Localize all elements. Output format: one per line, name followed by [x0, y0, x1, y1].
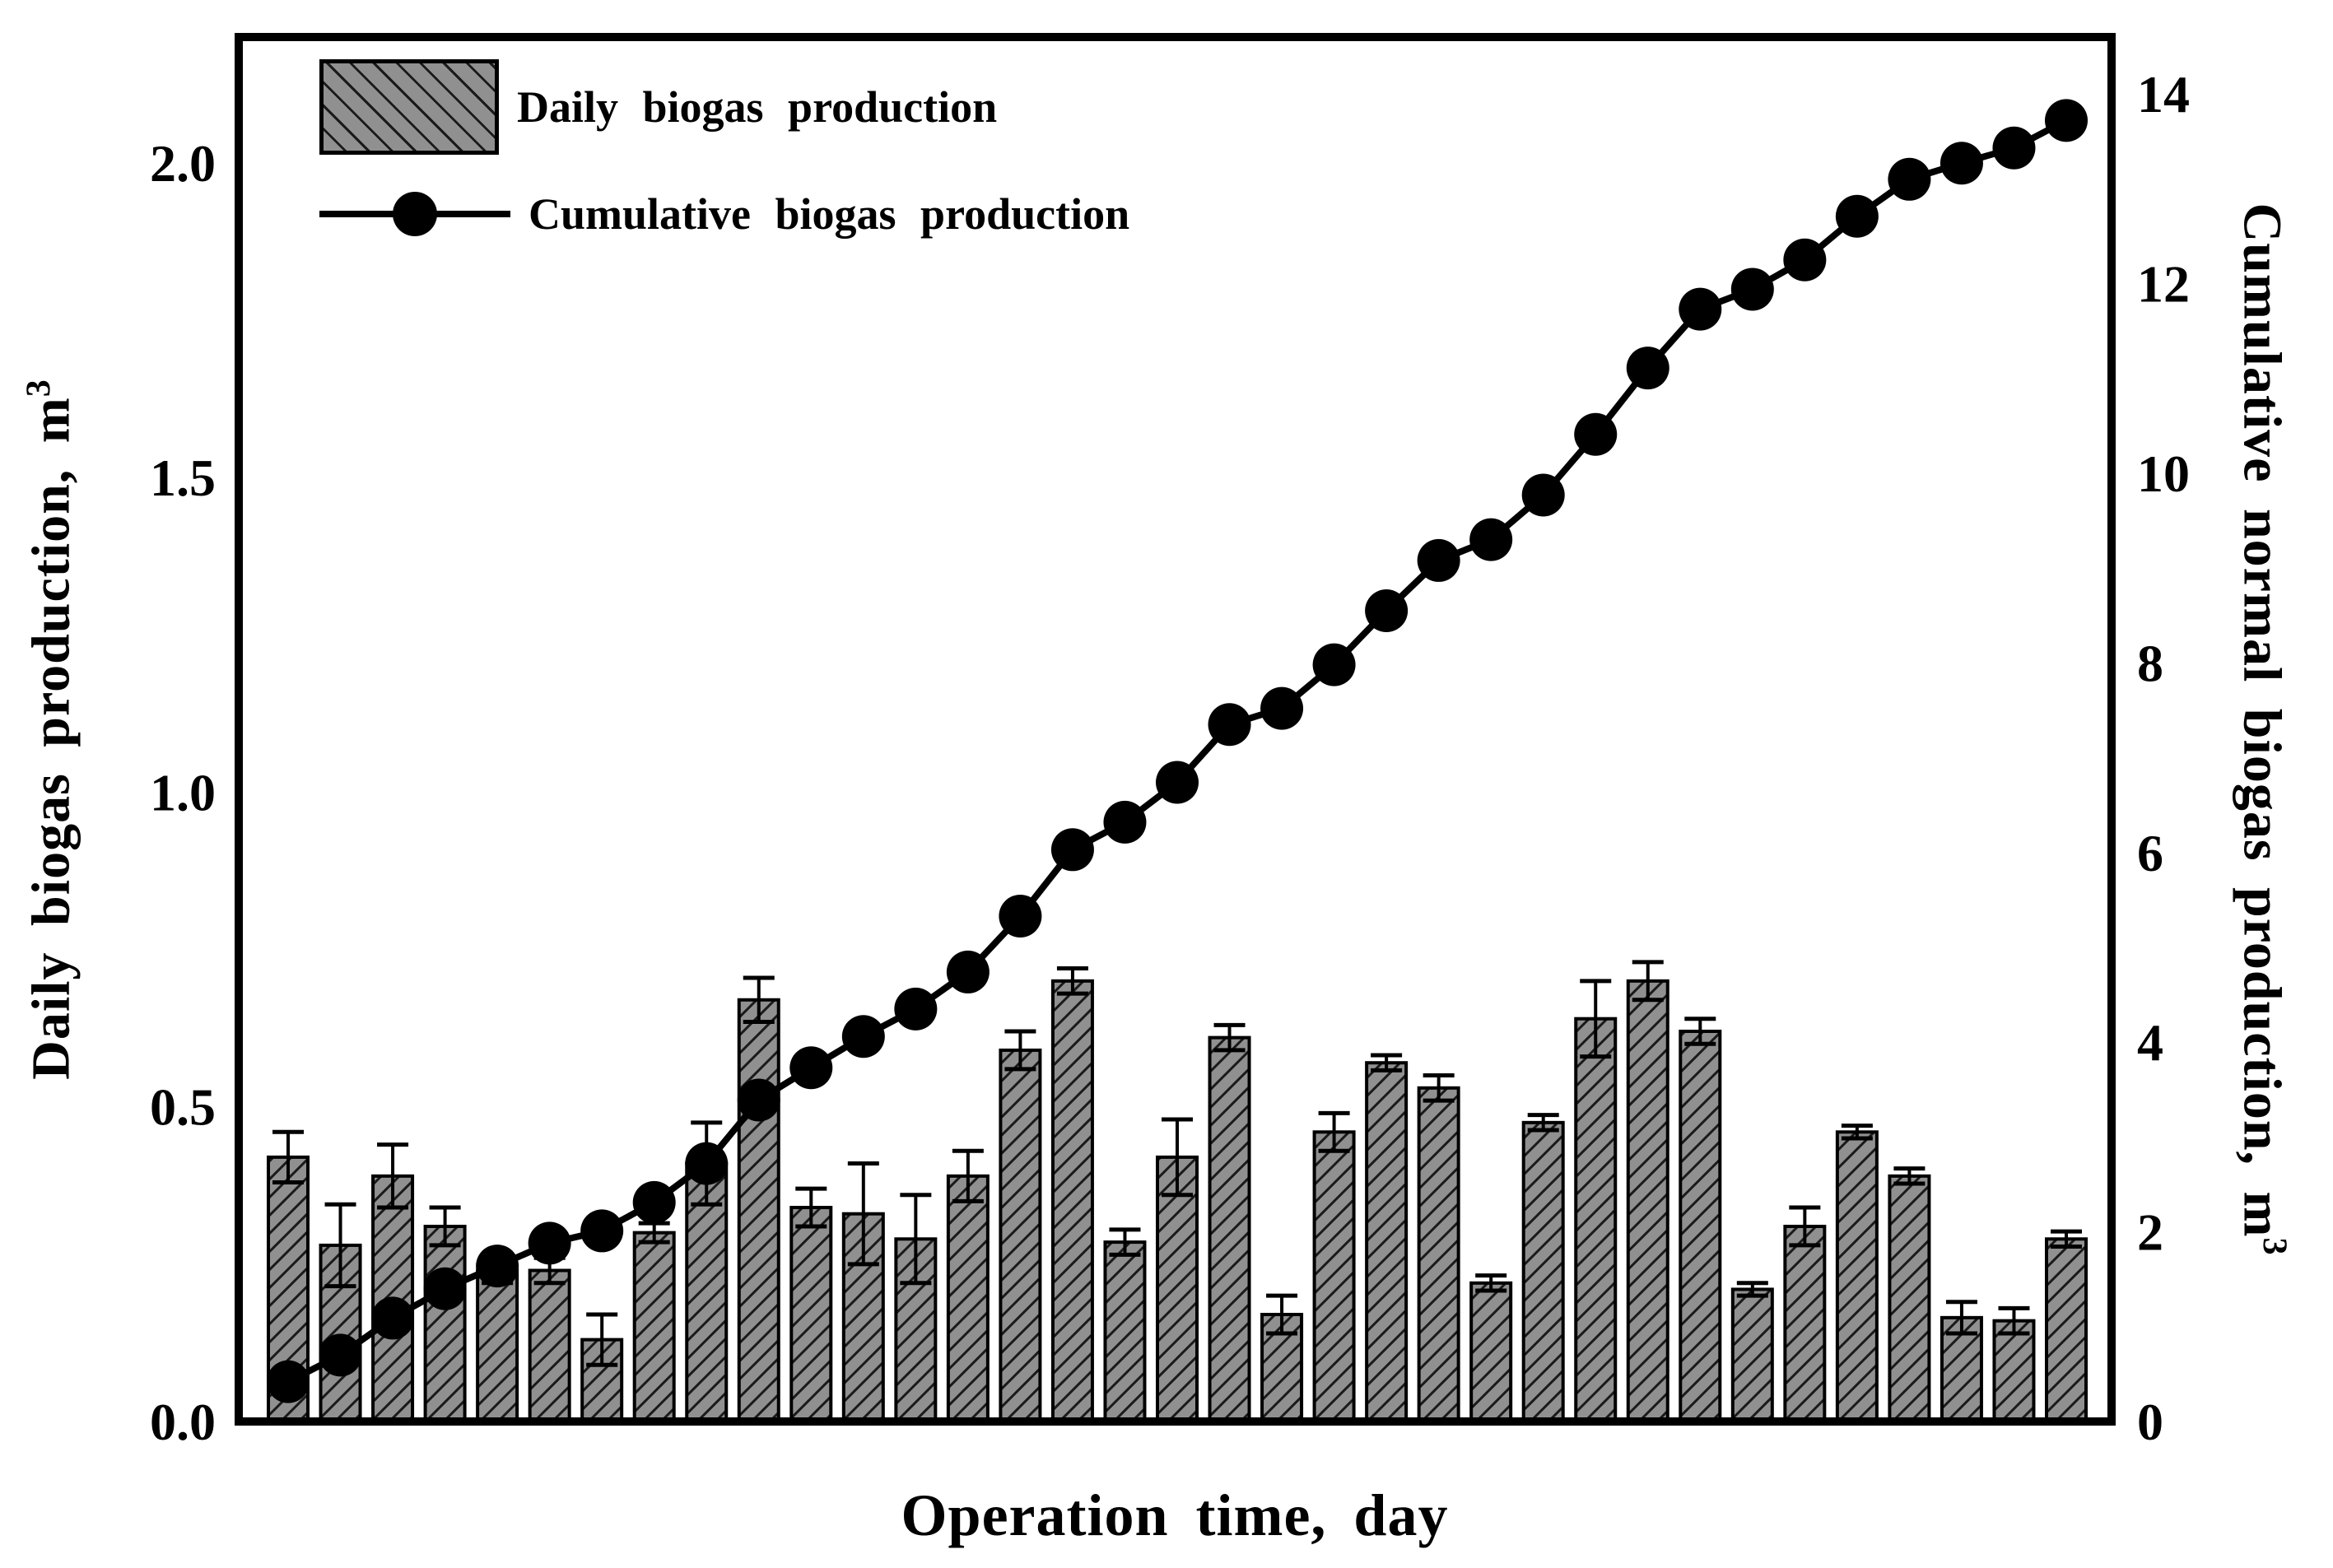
daily-bar — [1312, 1130, 1356, 1423]
daily-bar — [1208, 1035, 1251, 1424]
daily-bar — [1992, 1319, 2036, 1423]
y-left-tick-label: 2.0 — [150, 134, 216, 193]
daily-bar — [946, 1174, 990, 1423]
y-right-tick-label: 14 — [2137, 65, 2190, 123]
daily-bar — [528, 1268, 571, 1423]
cumulative-point — [1312, 643, 1356, 686]
cumulative-point — [580, 1209, 624, 1253]
daily-bar — [1050, 979, 1094, 1424]
daily-bar — [1574, 1017, 1618, 1423]
daily-bar — [1835, 1130, 1879, 1423]
daily-bar — [2045, 1237, 2088, 1424]
y-right-tick-label: 8 — [2137, 634, 2163, 692]
daily-bar — [1730, 1287, 1774, 1423]
cumulative-point — [841, 1015, 885, 1059]
cumulative-point — [1888, 157, 1931, 201]
y-axis-right-label-sup: 3 — [2255, 1237, 2293, 1256]
daily-bar — [1417, 1086, 1460, 1423]
legend: Daily biogas production Cumulative bioga… — [319, 59, 1129, 273]
cumulative-point — [1050, 828, 1094, 872]
cumulative-point — [1521, 473, 1565, 517]
daily-bar — [1365, 1061, 1409, 1424]
y-right-tick-label: 2 — [2137, 1203, 2163, 1262]
daily-bar — [1888, 1174, 1931, 1423]
y-right-tick-label: 12 — [2137, 255, 2190, 314]
y-left-tick-label: 1.5 — [150, 449, 216, 507]
cumulative-point — [267, 1360, 310, 1403]
y-left-tick-label: 1.0 — [150, 763, 216, 821]
y-right-tick-label: 0 — [2137, 1393, 2163, 1451]
daily-bar — [999, 1048, 1042, 1424]
daily-bar — [632, 1231, 676, 1423]
cumulative-point — [1417, 538, 1460, 582]
cumulative-point — [1992, 126, 2036, 170]
cumulative-point — [1103, 800, 1147, 844]
cumulative-point — [1208, 703, 1251, 747]
daily-bar — [1679, 1029, 1722, 1423]
cumulative-point — [1574, 412, 1618, 456]
daily-bar — [1521, 1120, 1565, 1424]
cumulative-point — [1260, 686, 1304, 730]
legend-label-cumulative: Cumulative biogas production — [529, 189, 1130, 239]
cumulative-point — [1783, 238, 1827, 281]
cumulative-point — [1679, 287, 1722, 331]
y-axis-right-label: Cumulative normal biogas production, m3 — [2231, 202, 2294, 1255]
cumulative-point — [737, 1078, 780, 1122]
cumulative-point — [894, 987, 938, 1031]
cumulative-point — [371, 1296, 415, 1340]
y-right-tick-label: 10 — [2137, 444, 2190, 503]
y-right-tick-label: 6 — [2137, 824, 2163, 882]
plot-border — [235, 33, 2116, 1426]
cumulative-point — [632, 1180, 676, 1224]
daily-bar — [737, 998, 780, 1423]
legend-item-daily: Daily biogas production — [319, 59, 1129, 155]
cumulative-point — [1626, 347, 1669, 390]
daily-bar — [1783, 1224, 1827, 1424]
cumulative-point — [1835, 194, 1879, 238]
daily-bar — [476, 1268, 519, 1423]
daily-bar — [1469, 1281, 1513, 1424]
cumulative-point — [1730, 268, 1774, 311]
cumulative-point — [1365, 589, 1409, 632]
cumulative-point — [476, 1245, 519, 1288]
daily-bar-swatch-icon — [319, 59, 499, 155]
daily-bar — [789, 1206, 833, 1424]
y-left-tick-label: 0.0 — [150, 1393, 216, 1451]
cumulative-point — [528, 1221, 571, 1265]
legend-item-cumulative: Cumulative biogas production — [319, 188, 1129, 240]
daily-bar — [685, 1161, 729, 1423]
y-axis-right-label-text: Cumulative normal biogas production, m — [2232, 202, 2293, 1238]
legend-label-daily: Daily biogas production — [517, 82, 998, 132]
cumulative-line-swatch-icon — [319, 192, 510, 236]
x-axis-label: Operation time, day — [901, 1482, 1449, 1548]
y-axis-left-label: Daily biogas production, m3 — [20, 379, 83, 1080]
cumulative-point — [1469, 518, 1513, 561]
cumulative-point — [999, 894, 1042, 938]
cumulative-point — [423, 1267, 467, 1310]
y-axis-left-label-text: Daily biogas production, m — [21, 397, 81, 1080]
cumulative-point — [946, 950, 990, 993]
daily-bar — [1103, 1240, 1147, 1423]
cumulative-point — [685, 1142, 729, 1185]
daily-bar — [423, 1224, 467, 1424]
y-left-tick-label: 0.5 — [150, 1078, 216, 1137]
cumulative-point — [1156, 761, 1199, 804]
cumulative-point — [1940, 142, 1983, 185]
cumulative-dot-icon — [393, 192, 437, 236]
cumulative-point — [319, 1333, 362, 1377]
cumulative-point — [2045, 99, 2088, 142]
y-axis-left-label-sup: 3 — [20, 379, 58, 398]
daily-bar — [1626, 979, 1669, 1424]
cumulative-point — [789, 1046, 833, 1090]
y-right-tick-label: 4 — [2137, 1013, 2163, 1072]
